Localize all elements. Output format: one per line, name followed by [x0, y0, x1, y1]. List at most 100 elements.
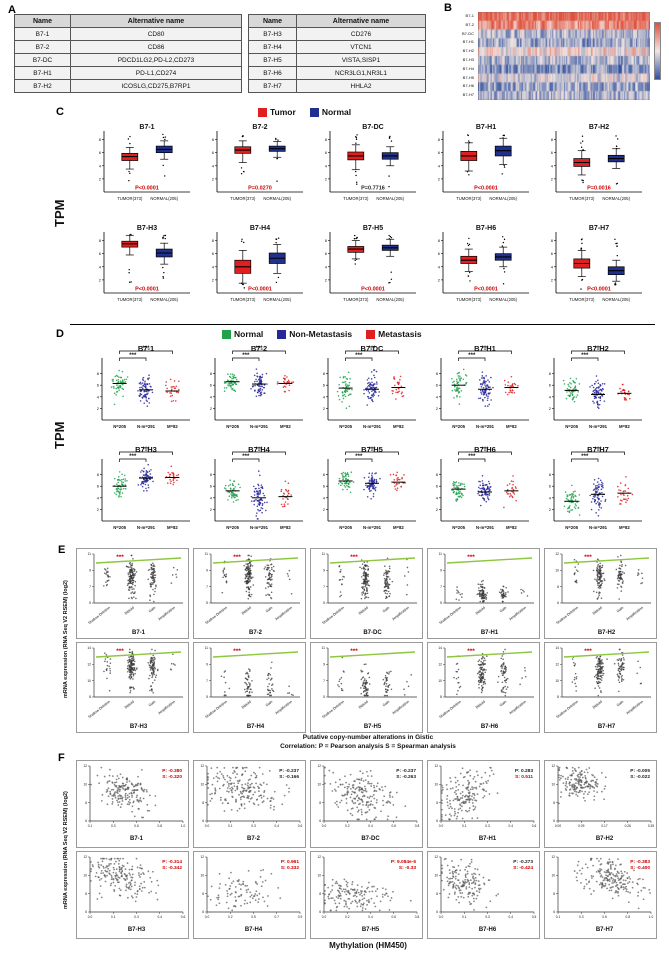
y-tick-label: 6 [97, 484, 100, 489]
panel-d-grid: B7-1 2 4 6 8 N=205 N-m=291 M=82 *** *** B7-2 2 4 6 8 N=… [84, 342, 650, 544]
x-tick-label: NORMAL(205) [150, 297, 178, 302]
y-tick-label: 2 [210, 507, 213, 512]
subplot-title: B7-DC [361, 836, 380, 842]
subplot-title: B7-DC [361, 344, 385, 353]
heatmap-row-labels: B7-1 B7-2 B7-DC B7-H1 B7-H2 B7-H3 B7-H4 B7-H5 B7… [436, 12, 476, 100]
legend-item: Non-Metastasis [277, 329, 352, 339]
pearson-value: P: -0.314 [162, 859, 182, 865]
y-tick-label: 6 [436, 383, 439, 388]
x-category-label: Gain [616, 700, 624, 708]
gene-name-cell: B7-H6 [248, 66, 297, 80]
y-tick-label: 10 [83, 874, 87, 878]
pearson-value: P: -0.273 [513, 859, 533, 865]
y-tick-label: 9 [323, 663, 325, 667]
x-category-label: Diploid [241, 606, 252, 616]
x-tick-label: 0.1 [228, 824, 233, 828]
methylation-scatter-B7-H3: 6 8 10 12 0.0 0.1 0.3 0.4 0.6 P: -0.314 S: -0.342 B… [76, 851, 189, 939]
y-tick-label: 14 [438, 646, 442, 650]
spearman-value: S: -0.263 [396, 774, 416, 780]
cna-scatter-B7-2: 5 7 9 11 Shallow Deletion Diploid Gain Amplific… [193, 548, 306, 639]
y-tick-label: 5 [89, 601, 91, 605]
subplot-title: B7-1 [138, 344, 154, 353]
p-value: P<0.0001 [474, 186, 498, 192]
significance: *** [467, 648, 475, 655]
y-tick-label: 6 [438, 150, 441, 155]
heatmap-row-label: B7-DC [461, 30, 474, 36]
x-tick-label: 0.3 [111, 824, 116, 828]
y-tick-label: 5 [440, 601, 442, 605]
subplot-title: B7-H7 [598, 724, 616, 730]
y-tick-label: 6 [438, 251, 441, 256]
group-label: N=205 [565, 424, 578, 429]
pearson-value: P: -0.380 [162, 768, 182, 774]
y-tick-label: 7 [323, 679, 325, 683]
subplot-title: B7-H6 [476, 225, 496, 232]
methylation-scatter-B7-H5: 6 8 10 12 0.0 0.2 0.4 0.6 0.8 P: 9.084e-5 S: -0.33… [310, 851, 423, 939]
group-label: N-m=291 [250, 424, 269, 429]
table-row: B7-H6 NCR3LG1,NR3L1 [248, 66, 426, 80]
group-label: N=205 [452, 525, 465, 530]
panel-label-a: A [8, 4, 16, 16]
y-tick-label: 6 [210, 484, 213, 489]
group-label: N=205 [113, 424, 126, 429]
legend-swatch [222, 329, 231, 339]
group-label: N=205 [452, 424, 465, 429]
subplot-title: B7-H1 [481, 630, 499, 636]
y-tick-label: 12 [87, 663, 91, 667]
x-category-label: Shallow Deletion [555, 700, 579, 720]
stripplot-B7-H6: B7-H6 2 4 6 8 N=205 N-m=291 M=82 *** *** [436, 445, 529, 530]
y-tick-label: 9 [440, 569, 442, 573]
panel-label-d: D [56, 328, 64, 340]
x-tick-label: 0.7 [275, 915, 280, 919]
x-tick-label: 1.0 [649, 915, 654, 919]
stripplot-B7-1: B7-1 2 4 6 8 N=205 N-m=291 M=82 *** *** [97, 344, 190, 429]
x-tick-label: TUMOR(373) [569, 196, 595, 201]
y-tick-label: 10 [317, 783, 321, 787]
x-tick-label: 0.5 [532, 915, 537, 919]
methylation-scatter-B7-H1: 6 8 10 12 0.0 0.1 0.3 0.4 0.6 P: 0.283 S: 0.511 B7-… [427, 760, 540, 848]
x-category-label: Amplification [625, 606, 644, 622]
subplot-title: B7-H6 [479, 927, 497, 933]
y-tick-label: 7 [206, 585, 208, 589]
x-tick-label: NORMAL(205) [489, 196, 517, 201]
y-tick-label: 2 [210, 406, 213, 411]
alt-name-cell: PD-L1,CD274 [70, 66, 242, 80]
y-tick-label: 12 [200, 764, 204, 768]
x-tick-label: 0.6 [134, 824, 139, 828]
x-tick-label: 0.8 [158, 824, 163, 828]
group-label: N-m=291 [589, 424, 608, 429]
p-value: P=0.0270 [248, 186, 272, 192]
alt-name-cell: CD86 [70, 40, 242, 54]
significance: *** [116, 554, 124, 561]
x-tick-label: TUMOR(373) [117, 196, 143, 201]
y-tick-label: 10 [200, 874, 204, 878]
y-tick-label: 8 [202, 892, 204, 896]
x-tick-label: 0.26 [625, 824, 631, 828]
significance: *** [594, 346, 602, 352]
y-tick-label: 10 [555, 569, 559, 573]
cna-scatter-B7-H2: 6 8 10 12 Shallow Deletion Diploid Gain Amplifi… [544, 548, 657, 639]
x-tick-label: TUMOR(373) [117, 297, 143, 302]
y-tick-label: 8 [438, 238, 441, 243]
methylation-scatter-B7-2: 6 8 10 12 0.0 0.1 0.3 0.4 0.6 P: -0.237 S: -0.166 B… [193, 760, 306, 848]
y-tick-label: 8 [325, 238, 328, 243]
subplot-title: B7-H6 [474, 445, 496, 454]
y-tick-label: 11 [205, 646, 209, 650]
significance: *** [594, 447, 602, 453]
group-label: N-m=291 [476, 525, 495, 530]
x-category-label: Shallow Deletion [204, 700, 228, 720]
x-tick-label: 0.6 [602, 915, 607, 919]
methylation-scatter-B7-DC: 6 8 10 12 0.0 0.2 0.4 0.6 0.8 P: -0.237 S: -0.263 B… [310, 760, 423, 848]
y-tick-label: 6 [99, 251, 102, 256]
y-tick-label: 8 [85, 892, 87, 896]
cna-scatter-B7-DC: 5 7 9 11 Shallow Deletion Diploid Gain Amplific… [310, 548, 423, 639]
y-tick-label: 10 [87, 679, 91, 683]
y-tick-label: 8 [551, 137, 554, 142]
x-tick-label: 0.5 [251, 915, 256, 919]
y-tick-label: 8 [212, 137, 215, 142]
significance: *** [233, 648, 241, 655]
p-value: P<0.0001 [474, 287, 498, 293]
y-tick-label: 8 [440, 695, 442, 699]
group-label: N=205 [226, 424, 239, 429]
